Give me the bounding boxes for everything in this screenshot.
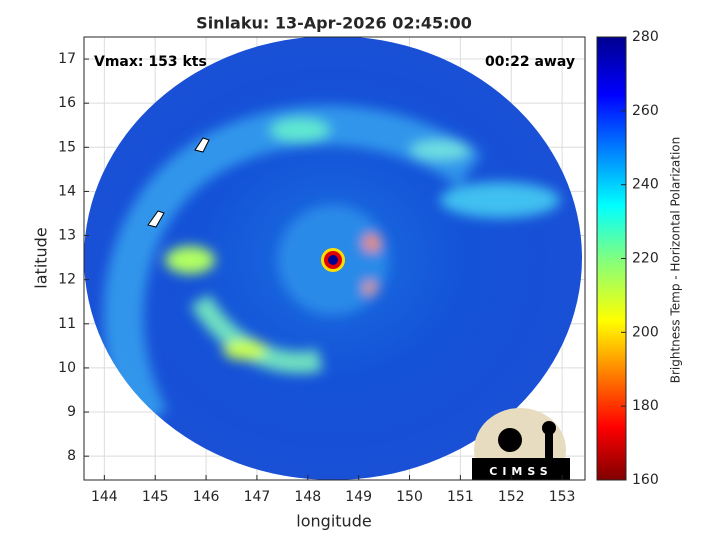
logo: CIMSS [472, 408, 570, 480]
colorbar-tick-label: 260 [632, 103, 659, 119]
y-tick-label: 12 [58, 272, 76, 288]
y-tick-label: 8 [67, 448, 76, 464]
colorbar-tick-label: 240 [632, 177, 659, 193]
annotation: Vmax: 153 kts [94, 54, 207, 70]
y-tick-label: 17 [58, 51, 76, 67]
satellite-image: CIMSS [84, 37, 582, 480]
y-axis-label: latitude [32, 227, 51, 288]
colorbar-label: Brightness Temp - Horizontal Polarizatio… [669, 137, 683, 384]
colorbar-tick-label: 160 [632, 472, 659, 488]
x-tick-label: 146 [193, 489, 220, 505]
annotation: 00:22 away [485, 54, 575, 70]
x-tick-label: 148 [294, 489, 321, 505]
y-tick-label: 11 [58, 316, 76, 332]
y-tick-label: 15 [58, 139, 76, 155]
x-tick-label: 145 [142, 489, 169, 505]
colorbar-tick-label: 220 [632, 251, 659, 267]
x-axis-label: longitude [296, 512, 371, 531]
x-tick-label: 150 [396, 489, 423, 505]
chart-title: Sinlaku: 13-Apr-2026 02:45:00 [196, 14, 472, 33]
colorbar-tick-label: 280 [632, 29, 659, 45]
x-tick-label: 151 [447, 489, 474, 505]
x-tick-label: 144 [91, 489, 118, 505]
x-tick-label: 147 [244, 489, 271, 505]
x-tick-label: 149 [345, 489, 372, 505]
x-tick-label: 152 [498, 489, 525, 505]
y-tick-label: 13 [58, 228, 76, 244]
y-tick-label: 16 [58, 95, 76, 111]
logo-text: CIMSS [489, 465, 552, 478]
y-tick-label: 14 [58, 183, 76, 199]
y-tick-label: 10 [58, 360, 76, 376]
x-tick-label: 153 [549, 489, 576, 505]
colorbar-tick-label: 200 [632, 324, 659, 340]
y-tick-label: 9 [67, 404, 76, 420]
axes-box [83, 36, 586, 481]
colorbar-tick-label: 180 [632, 398, 659, 414]
